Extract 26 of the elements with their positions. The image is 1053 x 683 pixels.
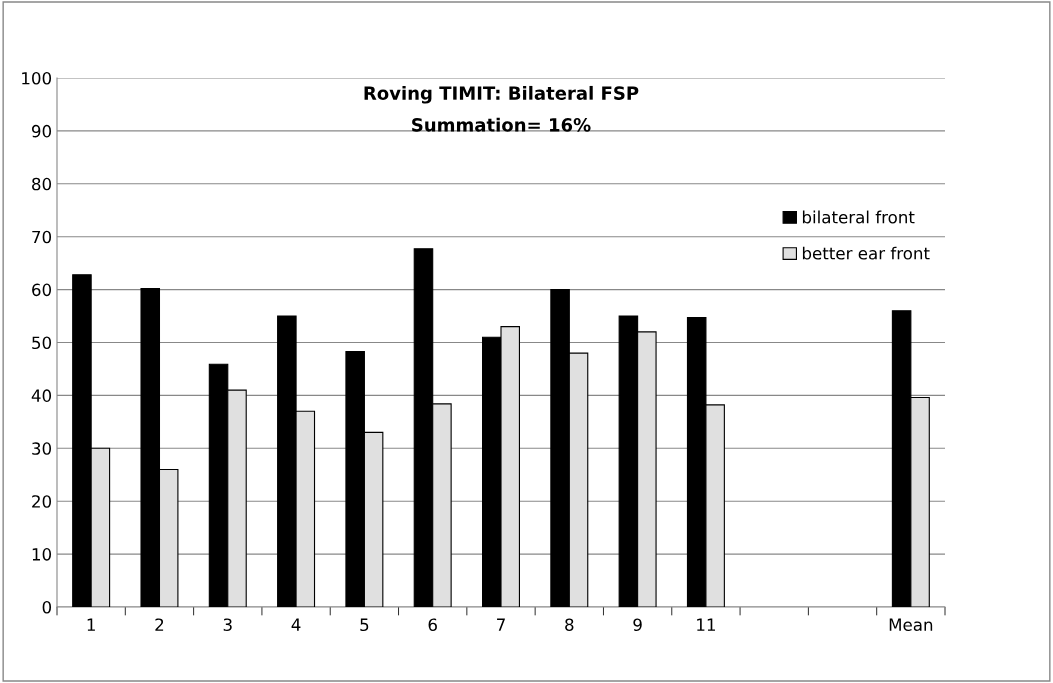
legend-label: better ear front xyxy=(802,246,930,260)
y-tick-label: 80 xyxy=(32,177,52,191)
x-tick-label: 5 xyxy=(360,618,369,632)
x-tick-label: 2 xyxy=(155,618,164,631)
x-tick-label: 11 xyxy=(697,618,715,631)
y-tick-label: 70 xyxy=(32,230,52,244)
x-tick-label: 9 xyxy=(633,618,642,632)
x-tick-label: 8 xyxy=(565,618,574,632)
x-tick-label: Mean xyxy=(889,618,933,632)
x-tick-label: 6 xyxy=(428,618,437,632)
x-tick-label: 3 xyxy=(223,618,232,632)
y-tick-label: 40 xyxy=(31,389,52,402)
text: Summation= 16% xyxy=(412,117,591,132)
y-tick-label: 30 xyxy=(32,442,52,455)
x-tick-label: 1 xyxy=(87,618,95,631)
legend-label: bilateral front xyxy=(802,210,915,224)
y-tick-label: 60 xyxy=(32,283,52,297)
x-tick-label: 7 xyxy=(497,618,505,631)
chart-title: Roving TIMIT: Bilateral FSP xyxy=(364,85,639,104)
y-tick-label: 0 xyxy=(42,600,52,614)
y-tick-label: 10 xyxy=(32,548,52,561)
y-tick-label: 50 xyxy=(32,336,52,350)
y-tick-label: 100 xyxy=(22,71,52,85)
x-tick-label: 4 xyxy=(291,618,301,631)
y-tick-label: 20 xyxy=(32,495,52,508)
y-tick-label: 90 xyxy=(31,124,52,138)
